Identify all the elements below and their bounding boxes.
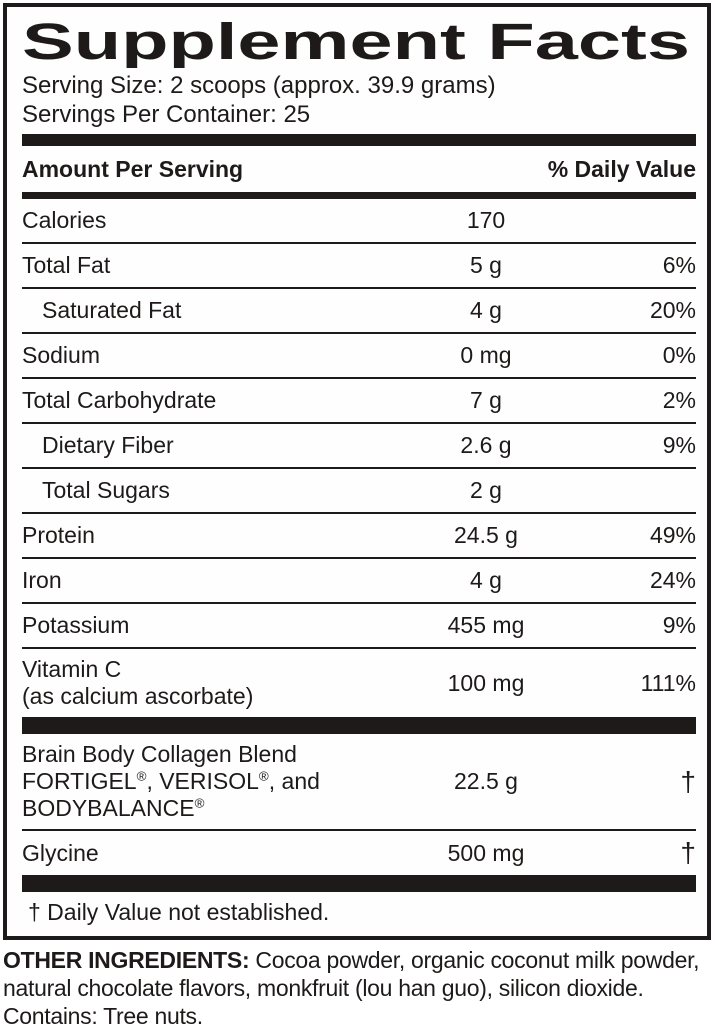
nutrient-amount: 7 g <box>470 387 502 413</box>
nutrient-dv: 9% <box>662 432 696 458</box>
nutrient-name: Protein <box>22 522 95 548</box>
thick-divider-blend <box>22 717 696 734</box>
other-ingredients-text: Cocoa powder, organic coconut milk powde… <box>3 947 700 1001</box>
footnote-daily-value: † Daily Value not established. <box>28 899 330 925</box>
table-row-dietary-fiber: Dietary Fiber 2.6 g 9% <box>22 424 696 467</box>
nutrient-dv: 9% <box>662 612 696 638</box>
table-row-iron: Iron 4 g 24% <box>22 559 696 602</box>
nutrient-amount: 455 mg <box>447 612 525 638</box>
table-row-total-fat: Total Fat 5 g 6% <box>22 244 696 287</box>
servings-per-container: Servings Per Container: 25 <box>22 101 311 128</box>
nutrient-amount: 100 mg <box>447 669 525 696</box>
nutrient-amount: 5 g <box>470 252 502 278</box>
table-row-sodium: Sodium 0 mg 0% <box>22 334 696 377</box>
row-divider <box>22 512 696 514</box>
nutrient-amount: 2 g <box>470 477 502 503</box>
nutrient-amount: 22.5 g <box>454 768 518 794</box>
medium-divider-header <box>22 192 696 199</box>
other-ingredients-paragraph: OTHER INGREDIENTS: Cocoa powder, organic… <box>3 946 713 1002</box>
contains-statement: Contains: Tree nuts. <box>3 1003 203 1029</box>
row-divider <box>22 602 696 604</box>
nutrient-name: Total Carbohydrate <box>22 387 217 413</box>
row-divider <box>22 557 696 559</box>
nutrient-name: Potassium <box>22 612 130 638</box>
column-header-daily-value: % Daily Value <box>547 156 696 182</box>
row-divider <box>22 287 696 289</box>
nutrient-amount: 0 mg <box>460 342 512 368</box>
nutrient-name: Sodium <box>22 342 100 368</box>
nutrient-name: Total Fat <box>22 252 111 278</box>
serving-size: Serving Size: 2 scoops (approx. 39.9 gra… <box>22 72 496 99</box>
row-divider <box>22 829 696 831</box>
nutrient-name: Iron <box>22 567 62 593</box>
nutrient-amount: 170 <box>466 207 506 233</box>
nutrient-name: Glycine <box>22 839 99 866</box>
table-row-calories: Calories 170 <box>22 199 696 242</box>
nutrient-amount: 2.6 g <box>460 432 512 458</box>
thick-divider-bottom <box>22 875 696 892</box>
row-divider <box>22 467 696 469</box>
nutrient-name: Saturated Fat <box>42 297 182 323</box>
row-divider <box>22 422 696 424</box>
nutrient-amount: 4 g <box>470 567 502 593</box>
nutrient-dv: 0% <box>662 342 696 368</box>
facts-title-graphic: Supplement Facts <box>22 14 690 68</box>
nutrient-dv: 49% <box>649 522 696 548</box>
thick-divider-top <box>22 134 696 146</box>
table-row-collagen-blend: Brain Body Collagen Blend FORTIGEL®, VER… <box>22 734 696 829</box>
nutrient-amount: 500 mg <box>447 839 525 866</box>
facts-title: Supplement Facts <box>22 14 690 68</box>
other-ingredients: OTHER INGREDIENTS: Cocoa powder, organic… <box>3 946 713 1030</box>
supplement-facts-panel: Supplement Facts Serving Size: 2 scoops … <box>3 3 711 940</box>
nutrient-dv: 6% <box>662 252 696 278</box>
other-ingredients-heading: OTHER INGREDIENTS: <box>3 947 250 973</box>
nutrient-amount: 4 g <box>470 297 502 323</box>
nutrient-dv: 24% <box>649 567 696 593</box>
row-divider <box>22 647 696 649</box>
table-row-glycine: Glycine 500 mg † <box>22 831 696 875</box>
nutrient-dv-dagger: † <box>680 837 696 868</box>
table-row-vitamin-c: Vitamin C (as calcium ascorbate) 100 mg … <box>22 649 696 717</box>
row-divider <box>22 242 696 244</box>
nutrient-dv: 111% <box>640 669 696 696</box>
nutrient-name: Vitamin C (as calcium ascorbate) <box>22 656 254 709</box>
table-row-total-sugars: Total Sugars 2 g <box>22 469 696 512</box>
column-header-row: Amount Per Serving % Daily Value <box>22 146 696 192</box>
nutrient-dv: 20% <box>649 297 696 323</box>
serving-info: Serving Size: 2 scoops (approx. 39.9 gra… <box>22 71 696 129</box>
table-row-total-carbohydrate: Total Carbohydrate 7 g 2% <box>22 379 696 422</box>
nutrient-dv: 2% <box>662 387 696 413</box>
column-header-amount: Amount Per Serving <box>22 156 244 182</box>
nutrient-dv-dagger: † <box>680 765 696 797</box>
row-divider <box>22 377 696 379</box>
table-row-potassium: Potassium 455 mg 9% <box>22 604 696 647</box>
nutrient-name: Total Sugars <box>42 477 170 503</box>
row-divider <box>22 332 696 334</box>
nutrient-name: Brain Body Collagen Blend FORTIGEL®, VER… <box>22 741 320 821</box>
nutrient-amount: 24.5 g <box>454 522 518 548</box>
table-row-saturated-fat: Saturated Fat 4 g 20% <box>22 289 696 332</box>
table-row-protein: Protein 24.5 g 49% <box>22 514 696 557</box>
nutrient-name: Calories <box>22 207 107 233</box>
nutrient-name: Dietary Fiber <box>42 432 174 458</box>
